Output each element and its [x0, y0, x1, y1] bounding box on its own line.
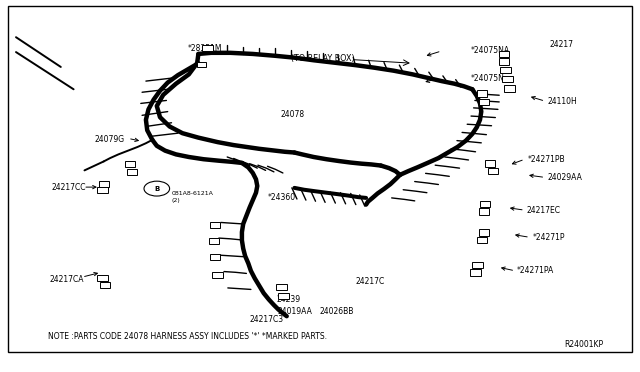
Text: *24075NA: *24075NA — [470, 46, 509, 55]
Text: 24239: 24239 — [276, 295, 301, 304]
Bar — [499, 51, 509, 57]
Text: *24360: *24360 — [268, 193, 296, 202]
Bar — [210, 254, 220, 260]
Bar — [276, 284, 287, 290]
Text: *24271P: *24271P — [532, 233, 565, 242]
Bar — [477, 90, 487, 97]
Text: NOTE :PARTS CODE 24078 HARNESS ASSY INCLUDES '*' *MARKED PARTS.: NOTE :PARTS CODE 24078 HARNESS ASSY INCL… — [48, 332, 327, 341]
Bar — [479, 99, 489, 105]
Text: B: B — [154, 186, 159, 192]
Bar — [99, 181, 109, 187]
Bar — [210, 222, 220, 228]
Text: *24271PA: *24271PA — [517, 266, 554, 275]
Bar — [480, 201, 490, 207]
Text: 081A8-6121A: 081A8-6121A — [172, 191, 213, 196]
Text: 24217C: 24217C — [356, 277, 385, 286]
Bar — [499, 58, 509, 65]
Bar — [212, 272, 223, 278]
Bar — [197, 62, 206, 67]
Text: 24029AA: 24029AA — [547, 173, 582, 182]
Text: 24217EC: 24217EC — [526, 206, 560, 215]
Text: 24079G: 24079G — [95, 135, 125, 144]
Bar — [502, 76, 513, 82]
Bar — [209, 238, 219, 244]
Text: 24078: 24078 — [280, 110, 305, 119]
Text: (2): (2) — [172, 198, 180, 203]
Text: 24217: 24217 — [549, 40, 573, 49]
Bar — [504, 85, 515, 92]
Text: *24075N: *24075N — [470, 74, 504, 83]
Bar — [202, 45, 213, 51]
Text: 24217CC: 24217CC — [51, 183, 86, 192]
Bar — [500, 67, 511, 73]
Bar — [127, 169, 137, 175]
Bar — [477, 237, 487, 243]
Text: 24110H: 24110H — [547, 97, 577, 106]
Bar — [278, 293, 289, 299]
Text: 24217CA: 24217CA — [50, 275, 84, 284]
Bar — [470, 269, 481, 276]
Bar — [472, 262, 483, 268]
Bar — [97, 187, 108, 193]
Bar — [488, 168, 498, 174]
Bar — [100, 282, 110, 288]
Bar — [97, 275, 108, 281]
Text: *28351M: *28351M — [188, 44, 222, 53]
Text: R24001KP: R24001KP — [564, 340, 604, 349]
Text: 24217C3: 24217C3 — [250, 315, 284, 324]
Bar — [125, 161, 135, 167]
Text: (TO RELAY BOX): (TO RELAY BOX) — [291, 54, 355, 63]
Text: 24019AA: 24019AA — [278, 307, 312, 316]
Text: *24271PB: *24271PB — [527, 155, 565, 164]
Bar — [479, 229, 489, 236]
Text: 24026BB: 24026BB — [320, 307, 355, 316]
Bar — [479, 208, 489, 215]
Bar — [485, 160, 495, 167]
